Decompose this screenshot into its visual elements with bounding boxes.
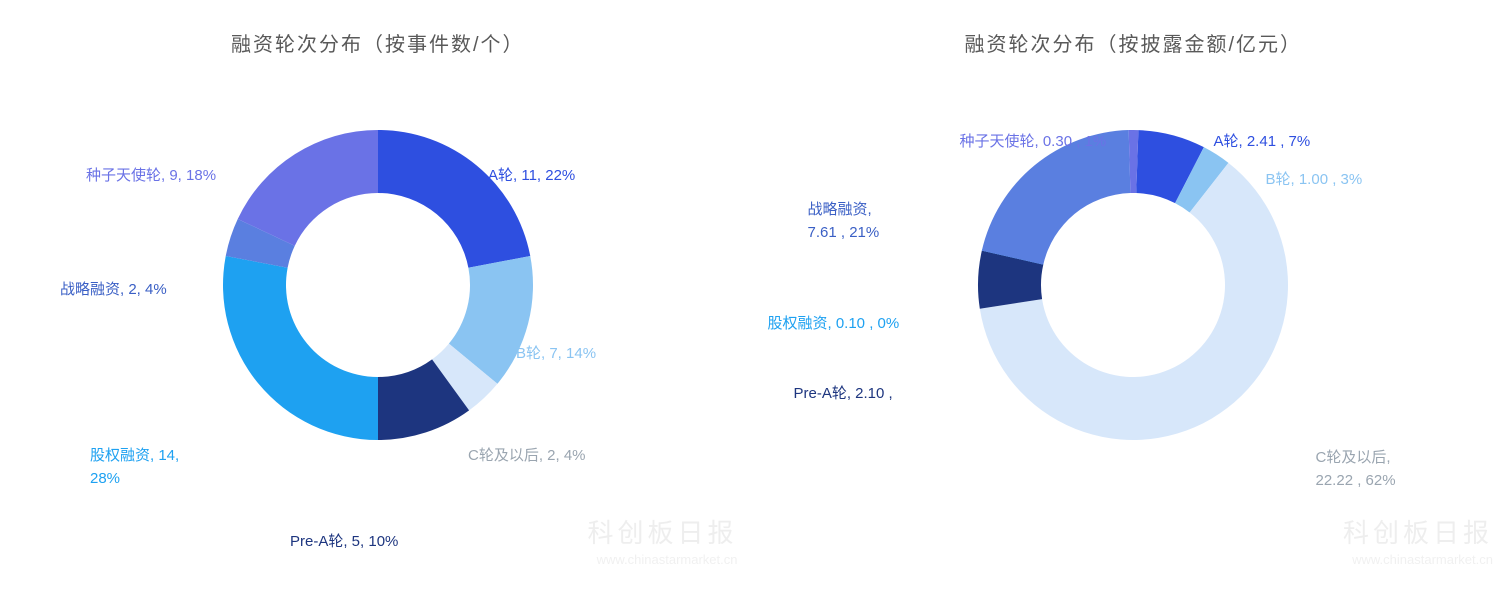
donut-chart-events bbox=[198, 105, 558, 465]
donut-chart-amount bbox=[953, 105, 1313, 465]
slice-label-Pre-A轮: Pre-A轮, 5, 10% bbox=[290, 531, 398, 554]
charts-row: 融资轮次分布（按事件数/个） A轮, 11, 22%B轮, 7, 14%C轮及以… bbox=[0, 0, 1511, 589]
slice-股权融资 bbox=[223, 256, 378, 440]
slice-label-战略融资: 战略融资, 7.61 , 21% bbox=[808, 199, 880, 244]
slice-label-战略融资: 战略融资, 2, 4% bbox=[60, 279, 167, 302]
chart-title-amount: 融资轮次分布（按披露金额/亿元） bbox=[964, 28, 1302, 57]
slice-种子天使轮 bbox=[238, 130, 378, 246]
donut-wrap-amount: A轮, 2.41 , 7%B轮, 1.00 , 3%C轮及以后, 22.22 ,… bbox=[756, 57, 1511, 589]
chart-panel-amount: 融资轮次分布（按披露金额/亿元） A轮, 2.41 , 7%B轮, 1.00 ,… bbox=[756, 0, 1511, 589]
donut-wrap-events: A轮, 11, 22%B轮, 7, 14%C轮及以后, 2, 4%Pre-A轮,… bbox=[0, 57, 756, 589]
chart-title-events: 融资轮次分布（按事件数/个） bbox=[231, 28, 525, 57]
slice-label-种子天使轮: 种子天使轮, 9, 18% bbox=[86, 165, 216, 188]
slice-label-Pre-A轮: Pre-A轮, 2.10 , bbox=[794, 383, 893, 406]
slice-label-股权融资: 股权融资, 0.10 , 0% bbox=[768, 313, 900, 336]
slice-战略融资 bbox=[982, 130, 1131, 265]
chart-panel-events: 融资轮次分布（按事件数/个） A轮, 11, 22%B轮, 7, 14%C轮及以… bbox=[0, 0, 756, 589]
slice-label-C轮及以后: C轮及以后, 22.22 , 62% bbox=[1316, 447, 1396, 492]
slice-label-股权融资: 股权融资, 14, 28% bbox=[90, 445, 179, 490]
slice-A轮 bbox=[378, 130, 530, 268]
